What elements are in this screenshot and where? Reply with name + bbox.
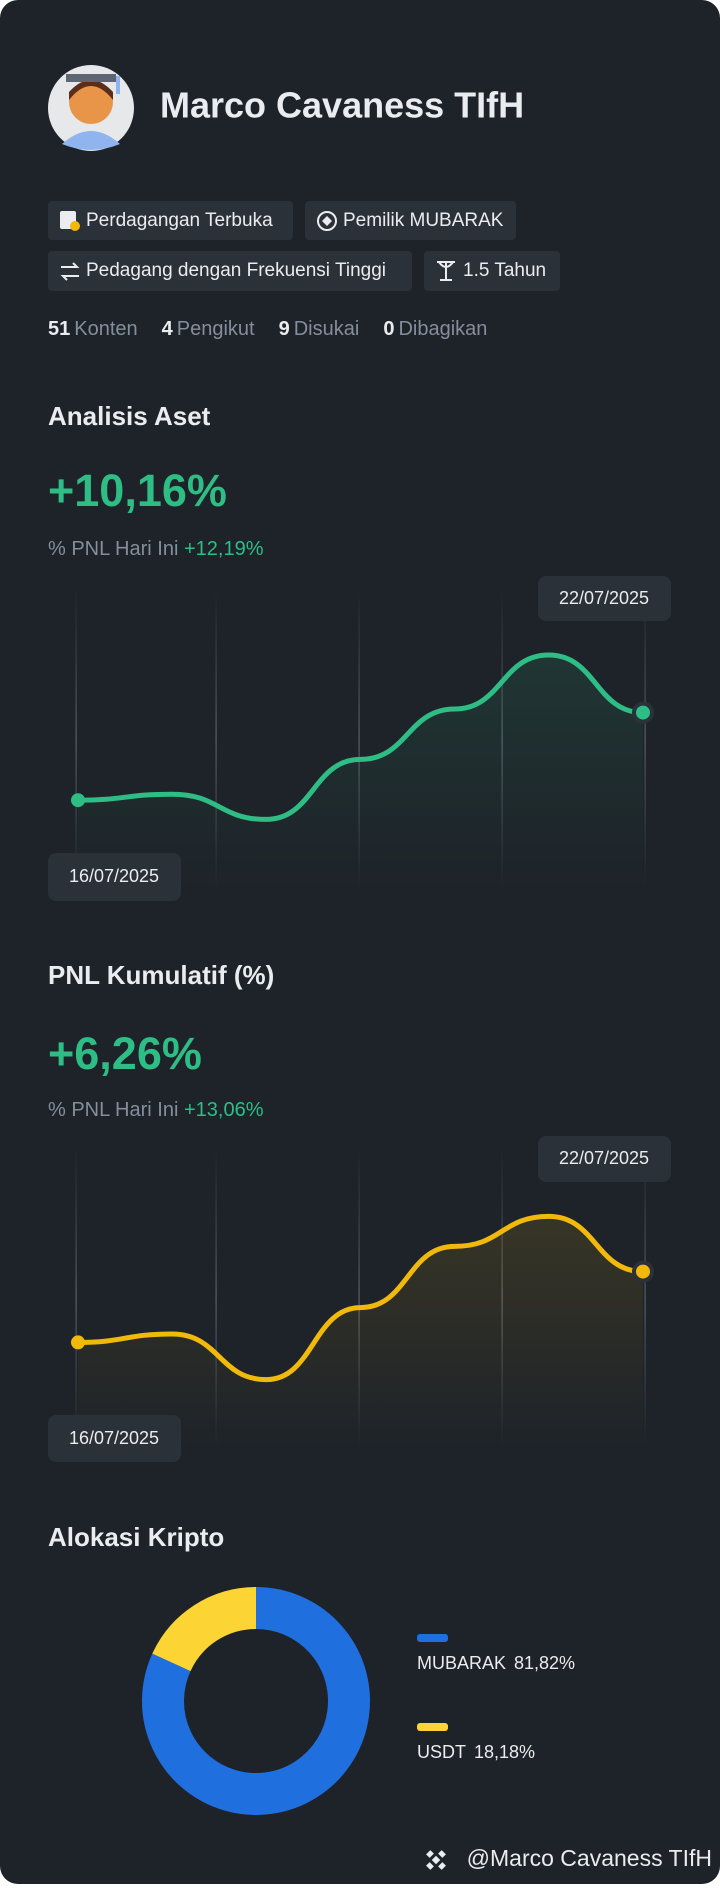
donut-segment — [152, 1587, 257, 1672]
end-point — [632, 1260, 654, 1283]
profile-name: Marco Cavaness TIfH — [160, 85, 524, 126]
asset-change: +10,16% — [48, 465, 227, 516]
legend-swatch — [417, 1723, 448, 1731]
stat-label: Disukai — [294, 318, 360, 340]
start-point — [71, 1335, 85, 1350]
badge-icon — [70, 221, 80, 231]
end-date: 22/07/2025 — [559, 588, 649, 608]
pnl-value: +13,06% — [184, 1099, 264, 1121]
badge-icon — [317, 211, 337, 231]
stat-value: 51 — [48, 318, 70, 340]
avatar — [48, 65, 134, 151]
tooltip — [48, 853, 181, 901]
pnl-value: +12,19% — [184, 538, 264, 560]
stat-value: 4 — [162, 318, 174, 340]
section-title: Alokasi Kripto — [48, 1522, 224, 1552]
badge — [305, 201, 516, 240]
legend-entry: USDT 18,18% — [417, 1742, 535, 1762]
badge-icon — [322, 216, 332, 226]
stat-value: 0 — [383, 318, 394, 340]
stats: 51 Konten 4 Pengikut 9 Disukai 0 Dibagikan — [48, 318, 487, 340]
tooltip — [538, 576, 671, 621]
badge — [424, 251, 560, 291]
stat-label: Pengikut — [177, 318, 255, 340]
legend-value: 81,82% — [514, 1653, 575, 1673]
badge-label: 1.5 Tahun — [463, 260, 546, 281]
badge — [48, 251, 412, 291]
end-date: 22/07/2025 — [559, 1148, 649, 1168]
pnl-label: % PNL Hari Ini — [48, 538, 178, 560]
badge-label: Perdagangan Terbuka — [86, 210, 273, 231]
footer-handle: @Marco Cavaness TIfH — [467, 1845, 712, 1871]
stat-label: Konten — [74, 318, 137, 340]
start-date: 16/07/2025 — [69, 866, 159, 886]
legend-name: USDT — [417, 1742, 466, 1762]
section-title: PNL Kumulatif (%) — [48, 960, 274, 990]
pnl-today: % PNL Hari Ini +12,19% — [48, 538, 264, 560]
badge-label: Pedagang dengan Frekuensi Tinggi — [86, 260, 386, 281]
legend-swatch — [417, 1634, 448, 1642]
legend-entry: MUBARAK 81,82% — [417, 1653, 575, 1673]
start-date: 16/07/2025 — [69, 1428, 159, 1448]
end-point — [632, 701, 654, 724]
pnl-line-chart — [71, 1213, 654, 1448]
line — [75, 652, 646, 822]
allocation-donut: MUBARAK 81,82% USDT 18,18% — [142, 1587, 575, 1815]
badge — [48, 201, 293, 240]
line-area — [78, 1216, 643, 1448]
badge-icon — [60, 262, 80, 281]
asset-line-chart — [71, 652, 654, 889]
legend-name: MUBARAK — [417, 1653, 506, 1673]
pnl-today: % PNL Hari Ini +13,06% — [48, 1099, 264, 1121]
donut-segment — [142, 1587, 370, 1815]
tooltip — [538, 1136, 671, 1182]
stat-value: 9 — [279, 318, 290, 340]
stats-line: 51 Konten 4 Pengikut 9 Disukai 0 Dibagikan — [48, 318, 487, 340]
pnl-change: +6,26% — [48, 1028, 202, 1079]
section-title: Analisis Aset — [48, 401, 211, 431]
start-point — [71, 793, 85, 808]
line — [75, 1213, 646, 1383]
tooltip — [48, 1415, 181, 1462]
legend-value: 18,18% — [474, 1742, 535, 1762]
line-area — [78, 655, 643, 889]
badge-icon — [437, 261, 455, 281]
pnl-label: % PNL Hari Ini — [48, 1099, 178, 1121]
stat-label: Dibagikan — [398, 318, 487, 340]
badge-label: Pemilik MUBARAK — [343, 210, 504, 231]
